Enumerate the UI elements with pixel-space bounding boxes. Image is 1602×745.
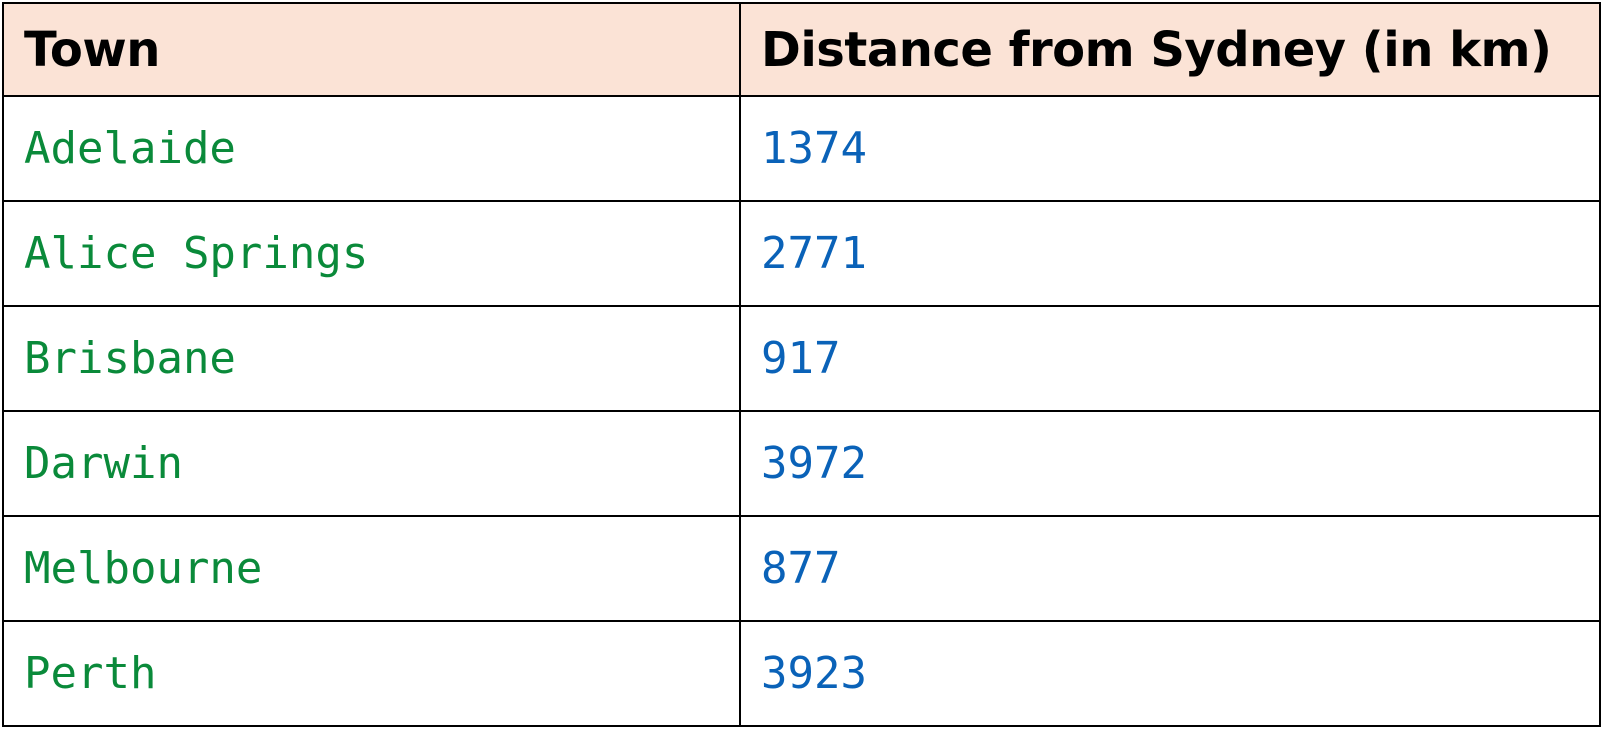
table-row: Perth 3923	[2, 620, 1601, 727]
distance-cell: 1374	[739, 95, 1601, 202]
distance-cell: 2771	[739, 200, 1601, 307]
distance-cell: 877	[739, 515, 1601, 622]
town-cell: Adelaide	[2, 95, 741, 202]
town-cell: Darwin	[2, 410, 741, 517]
town-cell: Brisbane	[2, 305, 741, 412]
distance-table: Town Distance from Sydney (in km) Adelai…	[2, 2, 1601, 727]
header-town: Town	[2, 2, 741, 97]
town-cell: Melbourne	[2, 515, 741, 622]
distance-cell: 3972	[739, 410, 1601, 517]
town-cell: Alice Springs	[2, 200, 741, 307]
distance-cell: 917	[739, 305, 1601, 412]
distance-cell: 3923	[739, 620, 1601, 727]
table-row: Melbourne 877	[2, 515, 1601, 622]
header-distance: Distance from Sydney (in km)	[739, 2, 1601, 97]
table-header: Town Distance from Sydney (in km)	[2, 2, 1601, 97]
table-row: Adelaide 1374	[2, 95, 1601, 202]
table-row: Brisbane 917	[2, 305, 1601, 412]
header-row: Town Distance from Sydney (in km)	[2, 2, 1601, 97]
table-row: Darwin 3972	[2, 410, 1601, 517]
table-row: Alice Springs 2771	[2, 200, 1601, 307]
town-cell: Perth	[2, 620, 741, 727]
distance-table-container: Town Distance from Sydney (in km) Adelai…	[2, 2, 1601, 727]
table-body: Adelaide 1374 Alice Springs 2771 Brisban…	[2, 95, 1601, 727]
